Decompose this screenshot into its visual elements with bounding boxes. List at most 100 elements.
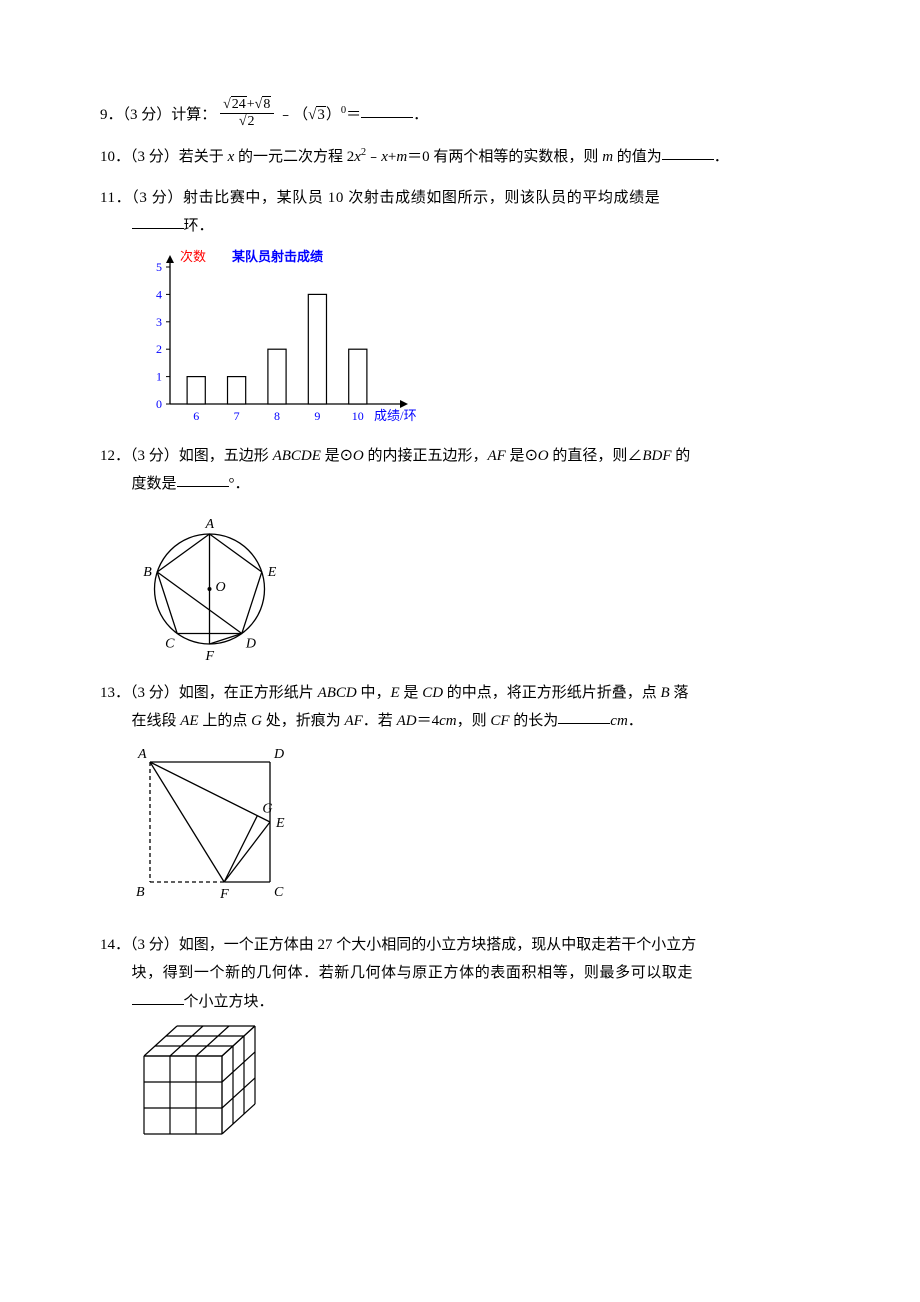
svg-text:6: 6 bbox=[193, 409, 199, 423]
svg-text:A: A bbox=[204, 517, 214, 532]
problem-11-line2: 环． bbox=[100, 212, 820, 241]
prefix: 计算： bbox=[171, 107, 216, 123]
problem-14: 14．（3 分）如图，一个正方体由 27 个大小相同的小立方块搭成，现从中取走若… bbox=[100, 931, 820, 1155]
t-l2c: 处，折痕为 bbox=[262, 713, 345, 729]
problem-14-line3: 个小立方块． bbox=[100, 988, 820, 1017]
problem-12: 12．（3 分）如图，五边形 ABCDE 是⊙O 的内接正五边形，AF 是⊙O … bbox=[100, 441, 820, 667]
answer-blank bbox=[662, 145, 714, 160]
answer-blank bbox=[361, 103, 413, 118]
t-l2e: ＝4 bbox=[417, 713, 440, 729]
t-a: 若关于 bbox=[179, 149, 228, 165]
q-number: 9．（3 分） bbox=[100, 107, 171, 123]
cube-figure bbox=[132, 1024, 821, 1154]
var-o1: O bbox=[353, 448, 364, 464]
t-b: 中， bbox=[357, 685, 391, 701]
t-e: ＝0 有两个相等的实数根，则 bbox=[407, 149, 602, 165]
seg-cf: CF bbox=[490, 713, 509, 729]
svg-text:4: 4 bbox=[156, 287, 162, 301]
t-b: 是 bbox=[321, 448, 340, 464]
problem-10: 10．（3 分）若关于 x 的一元二次方程 2x2﹣x+m＝0 有两个相等的实数… bbox=[100, 143, 820, 172]
t-d: 是 bbox=[506, 448, 525, 464]
cm1: cm bbox=[439, 713, 457, 729]
problem-14-line2: 块，得到一个新的几何体．若新几何体与原正方体的表面积相等，则最多可以取走 bbox=[100, 959, 820, 988]
bar-chart-figure: 次数某队员射击成绩012345678910成绩/环 bbox=[132, 249, 821, 429]
svg-text:8: 8 bbox=[274, 409, 280, 423]
q-number: 11．（3 分） bbox=[100, 190, 183, 206]
var-m2: m bbox=[602, 149, 613, 165]
t-f: 的 bbox=[672, 448, 691, 464]
t-e: 的直径，则∠ bbox=[549, 448, 643, 464]
degree: °． bbox=[229, 476, 250, 492]
t-l2b: 上的点 bbox=[199, 713, 252, 729]
polygon: ABCDE bbox=[273, 448, 321, 464]
pt-b: B bbox=[661, 685, 670, 701]
equals: ＝ bbox=[346, 107, 361, 123]
svg-text:10: 10 bbox=[351, 409, 363, 423]
q-number: 12．（3 分） bbox=[100, 448, 179, 464]
problem-10-text: 10．（3 分）若关于 x 的一元二次方程 2x2﹣x+m＝0 有两个相等的实数… bbox=[100, 143, 820, 172]
svg-text:D: D bbox=[244, 636, 255, 651]
svg-text:A: A bbox=[137, 747, 147, 762]
t-a: 如图，一个正方体由 27 个大小相同的小立方块搭成，现从中取走若干个小立方 bbox=[179, 937, 697, 953]
pt-e: E bbox=[391, 685, 400, 701]
var-o2: O bbox=[538, 448, 549, 464]
square-fold-svg: ADCBEFG bbox=[132, 744, 302, 919]
problem-11-line1: 11．（3 分）射击比赛中，某队员 10 次射击成绩如图所示，则该队员的平均成绩… bbox=[100, 184, 820, 213]
svg-text:9: 9 bbox=[314, 409, 320, 423]
svg-text:D: D bbox=[273, 747, 284, 762]
t-f: 的值为 bbox=[613, 149, 662, 165]
problem-13-line1: 13．（3 分）如图，在正方形纸片 ABCD 中，E 是 CD 的中点，将正方形… bbox=[100, 679, 820, 708]
t-l2a: 在线段 bbox=[132, 713, 181, 729]
svg-text:3: 3 bbox=[156, 314, 162, 328]
t-l2g: 的长为 bbox=[510, 713, 559, 729]
svg-text:某队员射击成绩: 某队员射击成绩 bbox=[231, 249, 323, 264]
svg-text:C: C bbox=[165, 636, 175, 651]
t-b: 的一元二次方程 2 bbox=[234, 149, 354, 165]
answer-blank bbox=[132, 990, 184, 1005]
t-l2a: 块，得到一个新的几何体．若新几何体与原正方体的表面积相等，则最多可以取走 bbox=[132, 965, 694, 981]
t-c: ﹣ bbox=[366, 149, 381, 165]
svg-text:1: 1 bbox=[156, 369, 162, 383]
t-c: 是 bbox=[400, 685, 423, 701]
square-fold-figure: ADCBEFG bbox=[132, 744, 821, 919]
problem-13: 13．（3 分）如图，在正方形纸片 ABCD 中，E 是 CD 的中点，将正方形… bbox=[100, 679, 820, 919]
t-e: 落 bbox=[670, 685, 689, 701]
problem-14-line1: 14．（3 分）如图，一个正方体由 27 个大小相同的小立方块搭成，现从中取走若… bbox=[100, 931, 820, 960]
svg-text:B: B bbox=[143, 565, 152, 580]
svg-text:F: F bbox=[219, 887, 229, 902]
svg-text:G: G bbox=[262, 802, 272, 817]
t-a: 如图，五边形 bbox=[179, 448, 273, 464]
svg-text:次数: 次数 bbox=[180, 249, 206, 264]
seg-af: AF bbox=[487, 448, 505, 464]
answer-blank bbox=[177, 472, 229, 487]
var-m: m bbox=[396, 149, 407, 165]
t-l2: 环． bbox=[184, 218, 214, 234]
pentagon-svg: ABCDEFO bbox=[132, 507, 287, 667]
odot2: ⊙ bbox=[525, 447, 538, 464]
problem-9: 9．（3 分）计算： 24+8 2 ﹣（3）0＝． bbox=[100, 100, 820, 131]
svg-text:B: B bbox=[136, 885, 145, 900]
pentagon-figure: ABCDEFO bbox=[132, 507, 821, 667]
mid-text: ﹣（ bbox=[278, 107, 308, 123]
q-number: 10．（3 分） bbox=[100, 149, 179, 165]
cm2: cm bbox=[610, 713, 628, 729]
seg-ae: AE bbox=[180, 713, 198, 729]
square-abcd: ABCD bbox=[318, 685, 357, 701]
sqrt3: 3 bbox=[308, 101, 326, 130]
fraction: 24+8 2 bbox=[220, 98, 274, 129]
t-l1: 射击比赛中，某队员 10 次射击成绩如图所示，则该队员的平均成绩是 bbox=[183, 190, 660, 206]
problem-9-text: 9．（3 分）计算： 24+8 2 ﹣（3）0＝． bbox=[100, 100, 820, 131]
q-number: 13．（3 分） bbox=[100, 685, 179, 701]
svg-text:成绩/环: 成绩/环 bbox=[374, 408, 417, 423]
angle-bdf: BDF bbox=[642, 448, 671, 464]
svg-text:E: E bbox=[266, 565, 276, 580]
denominator: 2 bbox=[220, 114, 274, 129]
svg-text:F: F bbox=[204, 649, 214, 664]
seg-ad: AD bbox=[397, 713, 417, 729]
seg-af: AF bbox=[344, 713, 362, 729]
svg-text:2: 2 bbox=[156, 342, 162, 356]
answer-blank bbox=[132, 214, 184, 229]
t-l2d: ．若 bbox=[363, 713, 397, 729]
svg-text:E: E bbox=[275, 816, 285, 831]
pt-g: G bbox=[251, 713, 262, 729]
